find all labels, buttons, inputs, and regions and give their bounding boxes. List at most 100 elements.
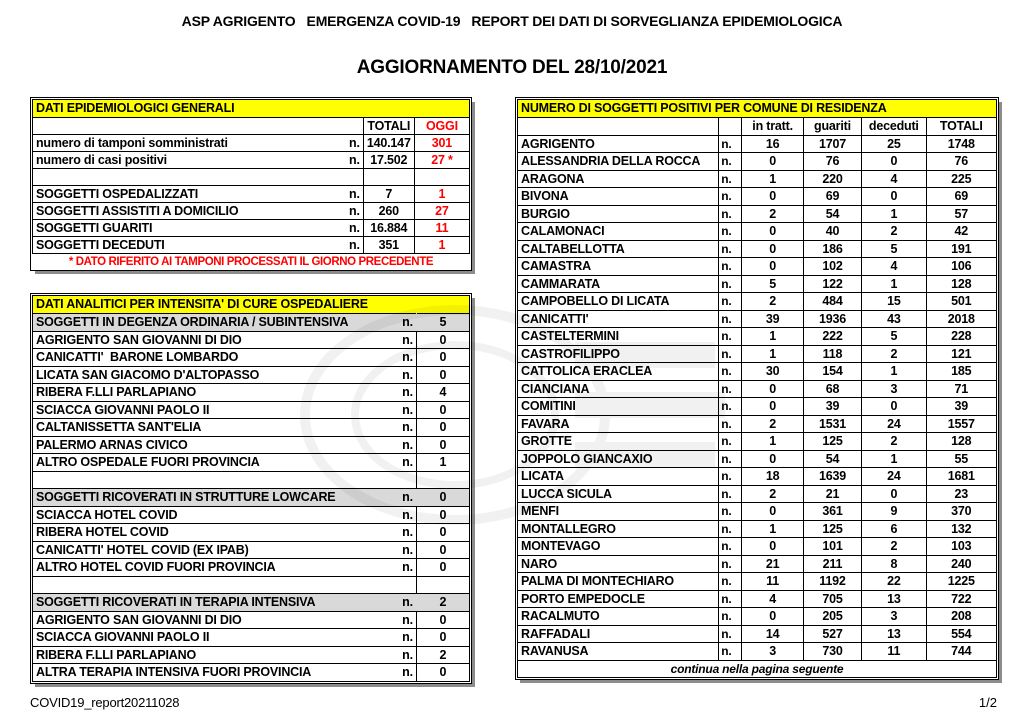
in-tratt-value: 2 bbox=[741, 414, 804, 433]
totali-value: 39 bbox=[925, 397, 998, 416]
deceduti-value: 2 bbox=[861, 222, 927, 241]
unit-label: n. bbox=[718, 397, 743, 416]
guariti-value: 154 bbox=[802, 362, 863, 381]
comune-row: JOPPOLO GIANCAXIO n. 0 54 1 55 bbox=[516, 449, 998, 468]
deceduti-value: 0 bbox=[861, 397, 927, 416]
comune-row: COMITINI n. 0 39 0 39 bbox=[516, 397, 998, 416]
hospital-row-value: 1 bbox=[415, 453, 471, 472]
hospital-row-label-cell: n. ALTRA TERAPIA INTENSIVA FUORI PROVINCI… bbox=[32, 663, 417, 682]
in-tratt-value: 39 bbox=[741, 309, 804, 328]
hospital-row: n. SOGGETTI IN DEGENZA ORDINARIA / SUBINT… bbox=[32, 313, 471, 332]
hospital-row-label-cell bbox=[32, 470, 417, 489]
hospital-row: n. AGRIGENTO SAN GIOVANNI DI DIO 0 bbox=[32, 330, 471, 349]
unit-label: n. bbox=[402, 367, 413, 382]
unit-label: n. bbox=[718, 344, 743, 363]
in-tratt-value: 0 bbox=[741, 449, 804, 468]
unit-label: n. bbox=[718, 537, 743, 556]
totali-value: 140.147 bbox=[362, 134, 415, 152]
totali-value: 370 bbox=[925, 502, 998, 521]
deceduti-value: 24 bbox=[861, 467, 927, 486]
unit-label: n. bbox=[718, 274, 743, 293]
hospital-row-value: 0 bbox=[415, 628, 471, 647]
comuni-positives-table: NUMERO DI SOGGETTI POSITIVI PER COMUNE D… bbox=[515, 97, 999, 680]
hospital-row-value: 0 bbox=[415, 400, 471, 419]
hospital-row-value: 0 bbox=[415, 663, 471, 682]
unit-label: n. bbox=[718, 624, 743, 643]
hospital-row: n. ALTRO OSPEDALE FUORI PROVINCIA 1 bbox=[32, 453, 471, 472]
general-row: n. numero di tamponi somministrati 140.147… bbox=[32, 134, 471, 152]
deceduti-value: 15 bbox=[861, 292, 927, 311]
comune-name: CAMPOBELLO DI LICATA bbox=[516, 292, 720, 311]
guariti-value: 101 bbox=[802, 537, 863, 556]
unit-label: n. bbox=[718, 449, 743, 468]
deceduti-value: 0 bbox=[861, 187, 927, 206]
hospital-row-value: 0 bbox=[415, 348, 471, 367]
guariti-value: 705 bbox=[802, 589, 863, 608]
comune-name: ARAGONA bbox=[516, 169, 720, 188]
hospital-row: n. LICATA SAN GIACOMO D'ALTOPASSO 0 bbox=[32, 365, 471, 384]
hospital-row-label-cell: n. SOGGETTI RICOVERATI IN TERAPIA INTENSI… bbox=[32, 593, 417, 612]
comune-row: CASTROFILIPPO n. 1 118 2 121 bbox=[516, 344, 998, 363]
deceduti-value: 0 bbox=[861, 152, 927, 171]
hospital-row-label-cell: n. RIBERA F.LLI PARLAPIANO bbox=[32, 383, 417, 402]
unit-label: n. bbox=[718, 187, 743, 206]
totali-value: 191 bbox=[925, 239, 998, 258]
hospital-table-grid: n. SOGGETTI IN DEGENZA ORDINARIA / SUBINT… bbox=[32, 313, 471, 682]
comune-name: CATTOLICA ERACLEA bbox=[516, 362, 720, 381]
comune-row: NARO n. 21 211 8 240 bbox=[516, 554, 998, 573]
comune-name: MONTALLEGRO bbox=[516, 519, 720, 538]
col-header-in-tratt: in tratt. bbox=[741, 117, 804, 136]
unit-label: n. bbox=[718, 554, 743, 573]
row-label: SCIACCA HOTEL COVID bbox=[36, 507, 178, 522]
in-tratt-value: 16 bbox=[741, 134, 804, 153]
comune-row: MONTEVAGO n. 0 101 2 103 bbox=[516, 537, 998, 556]
totali-value: 57 bbox=[925, 204, 998, 223]
totali-value: 744 bbox=[925, 642, 998, 661]
hospital-row-label-cell: n. CANICATTI' BARONE LOMBARDO bbox=[32, 348, 417, 367]
in-tratt-value: 5 bbox=[741, 274, 804, 293]
deceduti-value: 5 bbox=[861, 327, 927, 346]
comune-row: ARAGONA n. 1 220 4 225 bbox=[516, 169, 998, 188]
unit-label: n. bbox=[402, 507, 413, 522]
hospital-row: n. SOGGETTI RICOVERATI IN TERAPIA INTENSI… bbox=[32, 593, 471, 612]
row-label: SOGGETTI DECEDUTI bbox=[36, 237, 165, 252]
comune-row: BURGIO n. 2 54 1 57 bbox=[516, 204, 998, 223]
comune-name: NARO bbox=[516, 554, 720, 573]
unit-label: n. bbox=[402, 332, 413, 347]
totali-value: 2018 bbox=[925, 309, 998, 328]
hospital-row-value: 2 bbox=[415, 593, 471, 612]
unit-label: n. bbox=[718, 134, 743, 153]
totali-value: 240 bbox=[925, 554, 998, 573]
totali-value: 1225 bbox=[925, 572, 998, 591]
unit-label: n. bbox=[349, 153, 360, 167]
unit-label: n. bbox=[402, 315, 413, 330]
in-tratt-value: 0 bbox=[741, 152, 804, 171]
oggi-value: 1 bbox=[413, 184, 471, 203]
hospital-row: n. PALERMO ARNAS CIVICO 0 bbox=[32, 435, 471, 454]
oggi-value: 11 bbox=[413, 218, 471, 237]
in-tratt-value: 3 bbox=[741, 642, 804, 661]
general-row-label-cell: n. numero di casi positivi bbox=[32, 151, 364, 169]
hospital-row-value: 0 bbox=[415, 330, 471, 349]
in-tratt-value: 14 bbox=[741, 624, 804, 643]
hospital-row-label-cell: n. RIBERA F.LLI PARLAPIANO bbox=[32, 645, 417, 664]
unit-label: n. bbox=[402, 612, 413, 627]
guariti-value: 39 bbox=[802, 397, 863, 416]
unit-label: n. bbox=[349, 136, 360, 150]
comune-row: CALAMONACI n. 0 40 2 42 bbox=[516, 222, 998, 241]
unit-label: n. bbox=[349, 237, 360, 252]
unit-label: n. bbox=[718, 169, 743, 188]
hospital-row-value: 0 bbox=[415, 523, 471, 542]
unit-label: n. bbox=[718, 589, 743, 608]
unit-label: n. bbox=[402, 402, 413, 417]
general-table-grid: TOTALI OGGI n. numero di tamponi somminis… bbox=[32, 117, 471, 254]
hospital-row-value: 0 bbox=[415, 418, 471, 437]
in-tratt-value: 1 bbox=[741, 344, 804, 363]
comune-row: GROTTE n. 1 125 2 128 bbox=[516, 432, 998, 451]
col-header-totali: TOTALI bbox=[925, 117, 998, 136]
report-subtitle: AGGIORNAMENTO DEL 28/10/2021 bbox=[356, 57, 668, 78]
hospital-row-label-cell: n. ALTRO OSPEDALE FUORI PROVINCIA bbox=[32, 453, 417, 472]
comune-row: RAFFADALI n. 14 527 13 554 bbox=[516, 624, 998, 643]
unit-label: n. bbox=[349, 203, 360, 218]
in-tratt-value: 18 bbox=[741, 467, 804, 486]
